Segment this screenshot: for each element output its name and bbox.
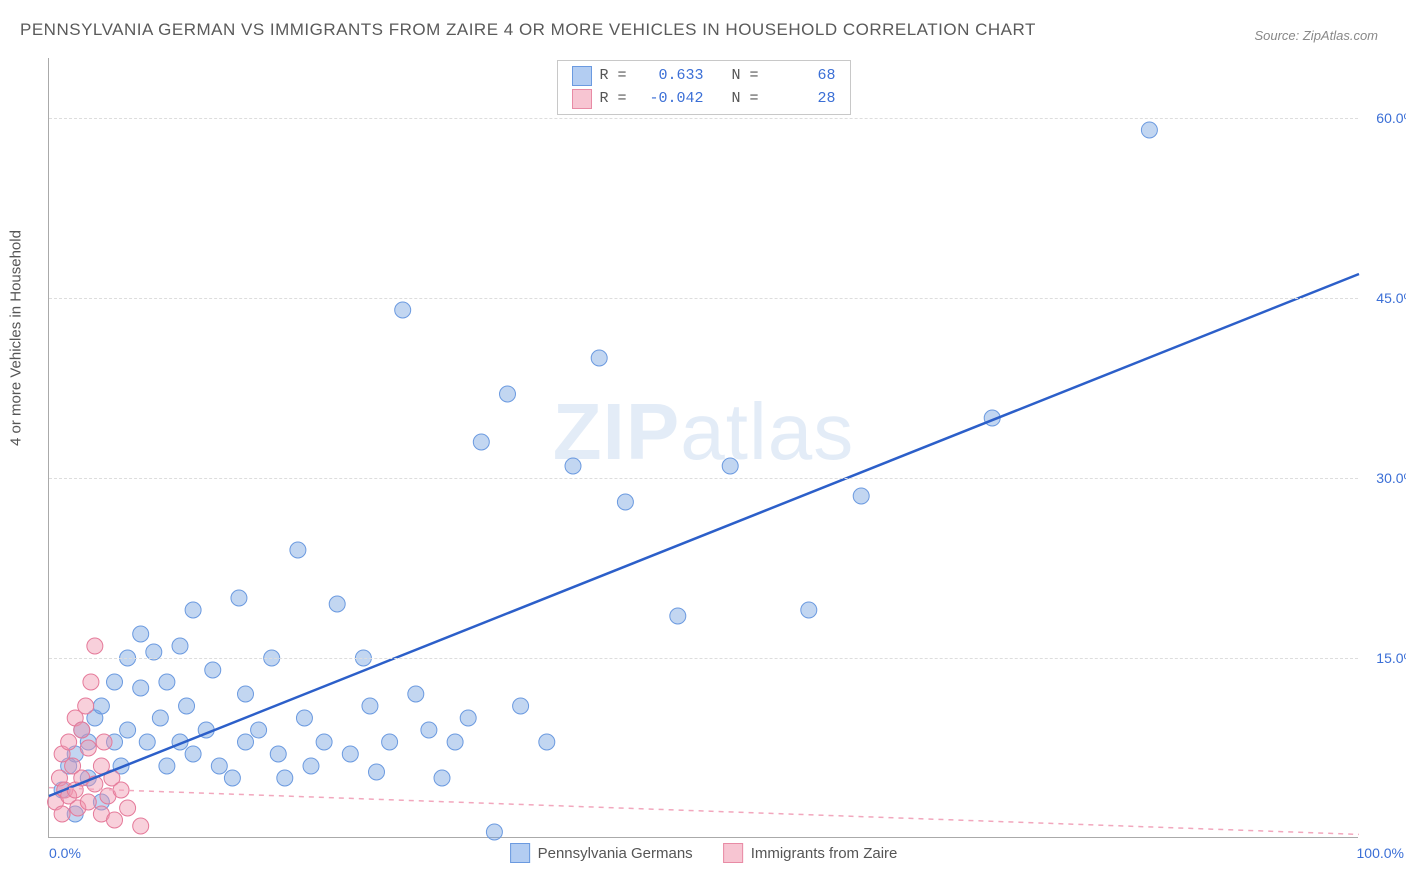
chart-title: PENNSYLVANIA GERMAN VS IMMIGRANTS FROM Z… bbox=[20, 20, 1036, 40]
y-tick-label: 30.0% bbox=[1366, 470, 1406, 486]
x-tick-max: 100.0% bbox=[1357, 845, 1404, 861]
point-series1 bbox=[224, 770, 240, 786]
point-series1 bbox=[238, 734, 254, 750]
point-series2 bbox=[61, 734, 77, 750]
point-series1 bbox=[93, 698, 109, 714]
point-series1 bbox=[473, 434, 489, 450]
point-series2 bbox=[107, 812, 123, 828]
point-series1 bbox=[1141, 122, 1157, 138]
point-series1 bbox=[120, 722, 136, 738]
point-series1 bbox=[251, 722, 267, 738]
point-series1 bbox=[369, 764, 385, 780]
point-series1 bbox=[421, 722, 437, 738]
point-series1 bbox=[211, 758, 227, 774]
legend-swatch-pink bbox=[723, 843, 743, 863]
point-series1 bbox=[238, 686, 254, 702]
point-series1 bbox=[205, 662, 221, 678]
point-series1 bbox=[277, 770, 293, 786]
legend-swatch-blue bbox=[510, 843, 530, 863]
point-series1 bbox=[722, 458, 738, 474]
gridline bbox=[49, 298, 1358, 299]
point-series1 bbox=[159, 674, 175, 690]
point-series1 bbox=[133, 626, 149, 642]
point-series1 bbox=[382, 734, 398, 750]
point-series2 bbox=[80, 740, 96, 756]
x-tick-min: 0.0% bbox=[49, 845, 81, 861]
point-series1 bbox=[185, 602, 201, 618]
point-series2 bbox=[133, 818, 149, 834]
gridline bbox=[49, 118, 1358, 119]
point-series1 bbox=[853, 488, 869, 504]
point-series2 bbox=[74, 722, 90, 738]
legend-item-series1: Pennsylvania Germans bbox=[510, 843, 693, 863]
point-series1 bbox=[107, 674, 123, 690]
point-series1 bbox=[270, 746, 286, 762]
point-series1 bbox=[139, 734, 155, 750]
point-series1 bbox=[486, 824, 502, 840]
point-series1 bbox=[179, 698, 195, 714]
trendline-series2 bbox=[49, 788, 1359, 835]
point-series1 bbox=[591, 350, 607, 366]
source-attribution: Source: ZipAtlas.com bbox=[1254, 28, 1378, 43]
gridline bbox=[49, 478, 1358, 479]
point-series1 bbox=[801, 602, 817, 618]
point-series1 bbox=[329, 596, 345, 612]
trendline-series1 bbox=[49, 274, 1359, 796]
point-series2 bbox=[120, 800, 136, 816]
point-series2 bbox=[54, 806, 70, 822]
chart-plot-area: ZIPatlas R = 0.633 N = 68 R = -0.042 N =… bbox=[48, 58, 1358, 838]
legend-item-series2: Immigrants from Zaire bbox=[723, 843, 898, 863]
point-series1 bbox=[316, 734, 332, 750]
point-series1 bbox=[296, 710, 312, 726]
point-series1 bbox=[152, 710, 168, 726]
y-tick-label: 60.0% bbox=[1366, 110, 1406, 126]
point-series1 bbox=[539, 734, 555, 750]
y-tick-label: 15.0% bbox=[1366, 650, 1406, 666]
point-series1 bbox=[408, 686, 424, 702]
gridline bbox=[49, 658, 1358, 659]
point-series2 bbox=[78, 698, 94, 714]
point-series1 bbox=[447, 734, 463, 750]
point-series2 bbox=[96, 734, 112, 750]
point-series1 bbox=[565, 458, 581, 474]
chart-legend: Pennsylvania Germans Immigrants from Zai… bbox=[510, 843, 898, 863]
point-series2 bbox=[87, 638, 103, 654]
y-axis-label: 4 or more Vehicles in Household bbox=[8, 230, 25, 446]
point-series1 bbox=[670, 608, 686, 624]
point-series1 bbox=[513, 698, 529, 714]
point-series1 bbox=[434, 770, 450, 786]
point-series1 bbox=[172, 638, 188, 654]
point-series1 bbox=[460, 710, 476, 726]
point-series1 bbox=[185, 746, 201, 762]
point-series1 bbox=[362, 698, 378, 714]
point-series1 bbox=[500, 386, 516, 402]
point-series1 bbox=[133, 680, 149, 696]
point-series1 bbox=[617, 494, 633, 510]
point-series2 bbox=[80, 794, 96, 810]
point-series1 bbox=[159, 758, 175, 774]
point-series1 bbox=[342, 746, 358, 762]
point-series1 bbox=[231, 590, 247, 606]
point-series1 bbox=[395, 302, 411, 318]
point-series2 bbox=[83, 674, 99, 690]
y-tick-label: 45.0% bbox=[1366, 290, 1406, 306]
point-series1 bbox=[303, 758, 319, 774]
scatter-svg bbox=[49, 58, 1358, 837]
point-series1 bbox=[290, 542, 306, 558]
